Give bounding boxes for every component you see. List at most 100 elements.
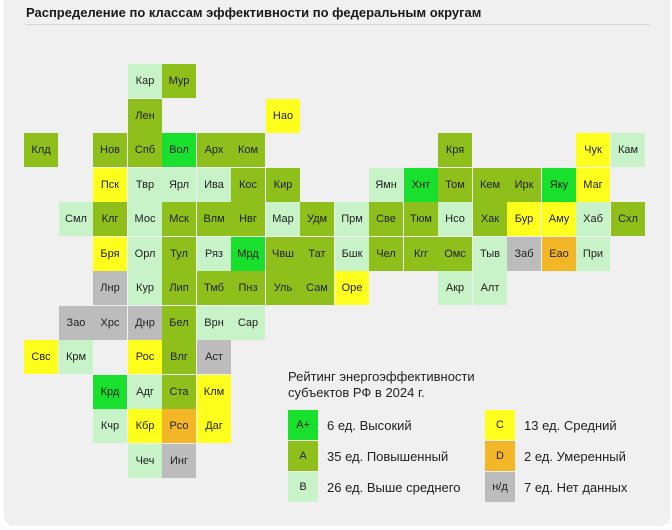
region-tile: Сар xyxy=(231,306,265,340)
region-tile: Пнз xyxy=(231,271,265,305)
region-tile: Мск xyxy=(162,202,196,236)
legend-swatch-c: C xyxy=(485,410,515,440)
region-tile: Ива xyxy=(197,168,231,202)
region-tile: Нвг xyxy=(231,202,265,236)
region-tile: Влг xyxy=(162,340,196,374)
region-tile: Схл xyxy=(611,202,645,236)
region-tile: Вол xyxy=(162,133,196,167)
region-tile: Тул xyxy=(162,237,196,271)
region-tile: Тат xyxy=(300,237,334,271)
region-tile: Бшк xyxy=(335,237,369,271)
region-tile: Спб xyxy=(128,133,162,167)
region-tile: Лип xyxy=(162,271,196,305)
region-tile: Кур xyxy=(128,271,162,305)
legend-label-a-plus: 6 ед. Высокий xyxy=(327,417,412,433)
legend-swatch-a: A xyxy=(288,441,318,471)
region-tile: Нов xyxy=(93,133,127,167)
region-tile: Акр xyxy=(438,271,472,305)
region-tile: Хаб xyxy=(576,202,610,236)
region-tile: Врн xyxy=(197,306,231,340)
region-tile: Твр xyxy=(128,168,162,202)
region-tile: Лнр xyxy=(93,271,127,305)
region-tile: Тыв xyxy=(473,237,507,271)
region-tile: Ярл xyxy=(162,168,196,202)
region-tile: Тюм xyxy=(404,202,438,236)
region-tile: Кар xyxy=(128,64,162,98)
legend-label-b: 26 ед. Выше среднего xyxy=(327,479,461,495)
region-tile: Том xyxy=(438,168,472,202)
region-tile: Ямн xyxy=(369,168,403,202)
legend-title-line-1: Рейтинг энергоэффективности xyxy=(288,369,475,384)
region-tile: Крд xyxy=(93,375,127,409)
region-tile: Клг xyxy=(93,202,127,236)
region-tile: Пск xyxy=(93,168,127,202)
legend-label-no-data: 7 ед. Нет данных xyxy=(524,479,628,495)
region-tile: Еао xyxy=(542,237,576,271)
region-tile: Хнт xyxy=(404,168,438,202)
region-tile: Даг xyxy=(197,409,231,443)
region-tile: Алт xyxy=(473,271,507,305)
region-tile: Смл xyxy=(59,202,93,236)
region-tile: Чук xyxy=(576,133,610,167)
region-tile: Чвш xyxy=(266,237,300,271)
region-tile: Аму xyxy=(542,202,576,236)
region-tile: Прм xyxy=(335,202,369,236)
region-tile: Кря xyxy=(438,133,472,167)
title-divider xyxy=(26,24,650,25)
region-tile: Арх xyxy=(197,133,231,167)
region-tile: Ста xyxy=(162,375,196,409)
region-tile: Кос xyxy=(231,168,265,202)
region-tile: Заб xyxy=(507,237,541,271)
region-tile: Сам xyxy=(300,271,334,305)
region-tile: Удм xyxy=(300,202,334,236)
region-tile: Орл xyxy=(128,237,162,271)
region-tile: Клд xyxy=(24,133,58,167)
region-tile: Хак xyxy=(473,202,507,236)
region-tile: При xyxy=(576,237,610,271)
legend-label-d: 2 ед. Умеренный xyxy=(524,448,626,464)
region-tile: Хрс xyxy=(93,306,127,340)
legend-title-line-2: субъектов РФ в 2024 г. xyxy=(288,385,425,400)
region-tile: Лен xyxy=(128,99,162,133)
region-tile: Омс xyxy=(438,237,472,271)
region-tile: Кчр xyxy=(93,409,127,443)
region-tile: Мос xyxy=(128,202,162,236)
legend-item-d: D 2 ед. Умеренный xyxy=(485,441,626,471)
region-tile: Кбр xyxy=(128,409,162,443)
region-tile: Нсо xyxy=(438,202,472,236)
region-tile: Адг xyxy=(128,375,162,409)
region-tile: Рос xyxy=(128,340,162,374)
region-tile: Рсо xyxy=(162,409,196,443)
region-tile: Маг xyxy=(576,168,610,202)
region-tile: Бря xyxy=(93,237,127,271)
region-tile: Бел xyxy=(162,306,196,340)
region-tile: Кам xyxy=(611,133,645,167)
region-tile: Свс xyxy=(24,340,58,374)
region-tile: Кир xyxy=(266,168,300,202)
region-tile: Ряз xyxy=(197,237,231,271)
legend-label-c: 13 ед. Средний xyxy=(524,417,617,433)
region-tile: Мар xyxy=(266,202,300,236)
legend-swatch-no-data: н/д xyxy=(485,472,515,502)
region-tile: Мур xyxy=(162,64,196,98)
region-tile: Ирк xyxy=(507,168,541,202)
region-tile: Чел xyxy=(369,237,403,271)
region-tile: Кем xyxy=(473,168,507,202)
region-tile: Уль xyxy=(266,271,300,305)
region-tile: Тмб xyxy=(197,271,231,305)
region-tile: Влм xyxy=(197,202,231,236)
region-tile: Оре xyxy=(335,271,369,305)
region-tile: Ком xyxy=(231,133,265,167)
legend-item-c: C 13 ед. Средний xyxy=(485,410,617,440)
region-tile: Клм xyxy=(197,375,231,409)
region-tile: Све xyxy=(369,202,403,236)
legend-swatch-d: D xyxy=(485,441,515,471)
region-tile: Инг xyxy=(162,444,196,478)
region-tile: Кrг xyxy=(404,237,438,271)
region-tile: Крм xyxy=(59,340,93,374)
map-title: Распределение по классам эффективности п… xyxy=(26,5,482,20)
region-tile: Аст xyxy=(197,340,231,374)
region-tile: Нао xyxy=(266,99,300,133)
legend-item-no-data: н/д 7 ед. Нет данных xyxy=(485,472,627,502)
